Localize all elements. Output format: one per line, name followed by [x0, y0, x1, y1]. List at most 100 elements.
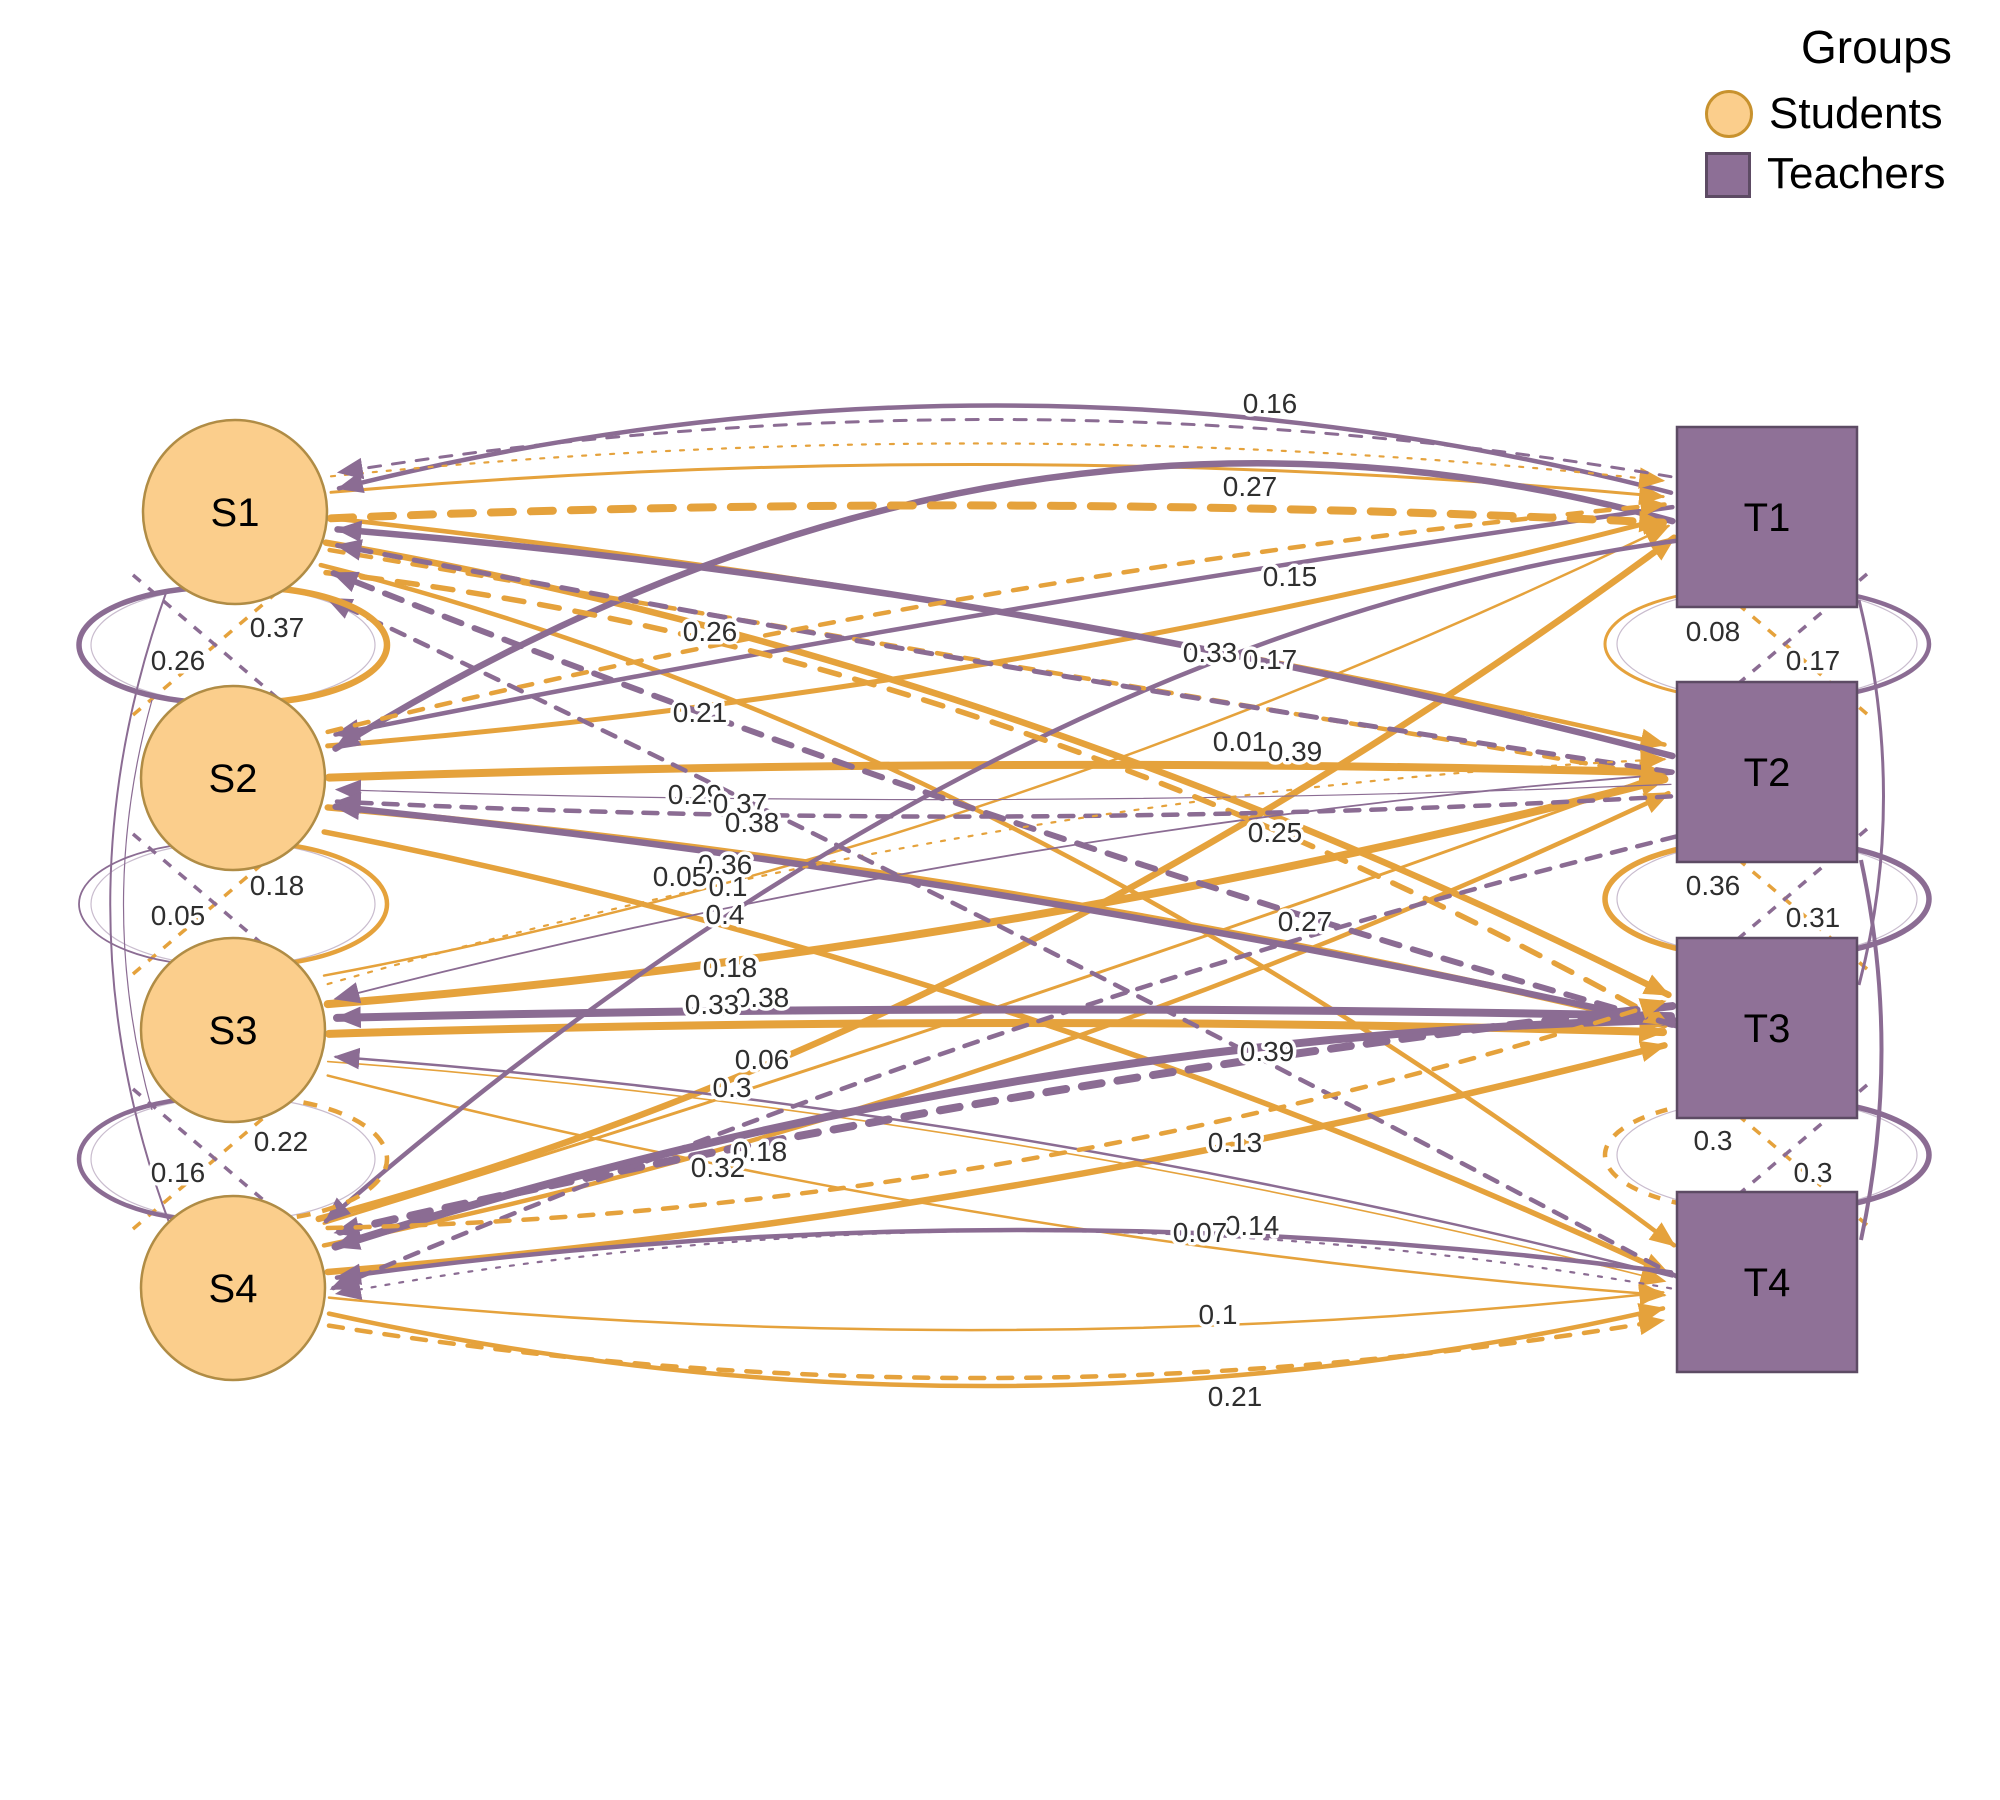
edge-weight-label: 0.27 [1223, 471, 1278, 502]
edge-weight-label: 0.1 [709, 871, 748, 902]
loop-dashed-edge [131, 1095, 290, 1231]
node-square-T3[interactable] [1675, 936, 1859, 1120]
edge-T1-S4 [323, 537, 1684, 1224]
node-T1[interactable]: T1 [1675, 425, 1859, 609]
edge-S1-T3 [323, 569, 1672, 1028]
edge-weight-label: 0.16 [1243, 388, 1298, 419]
edge-weight-label: 0.13 [1208, 1127, 1263, 1158]
edge-weight-label: 0.36 [1686, 870, 1741, 901]
node-T2[interactable]: T2 [1675, 680, 1859, 864]
edge-T3-S2 [332, 798, 1676, 1028]
node-label-T2: T2 [1744, 751, 1791, 795]
node-square-T4[interactable] [1675, 1190, 1859, 1374]
loop-edge [76, 584, 224, 714]
legend-item-students: Students [1705, 89, 1952, 139]
edge-weight-label: 0.3 [1794, 1157, 1833, 1188]
teachers-square-icon [1705, 151, 1751, 198]
edge-weight-label: 0.37 [713, 788, 768, 819]
loop-dashed-edge [131, 1087, 290, 1223]
side-arc [122, 699, 153, 1111]
legend-item-label: Teachers [1767, 149, 1946, 199]
edge-S3-T2 [326, 749, 1667, 986]
edge-S4-T1 [315, 534, 1678, 1223]
edge-T4-S1 [325, 596, 1684, 1282]
loop-edge [242, 831, 390, 969]
node-square-T1[interactable] [1675, 425, 1859, 609]
edge-T2-S4 [329, 834, 1679, 1292]
loop-edge [242, 576, 391, 707]
node-circle-S4[interactable] [139, 1194, 327, 1382]
edge-S3-T2 [323, 774, 1669, 1009]
edge-S4-T2 [321, 790, 1671, 1248]
side-arc [109, 589, 171, 1226]
edge-S1-T1 [329, 442, 1666, 489]
students-circle-icon [1705, 90, 1753, 139]
edge-weight-label: 0.22 [254, 1126, 309, 1157]
edge-S1-T1 [326, 501, 1667, 533]
edge-weight-label: 0.39 [1268, 736, 1323, 767]
edge-weight-label: 0.18 [733, 1136, 788, 1167]
node-label-S1: S1 [211, 491, 260, 535]
node-S2[interactable]: S2 [139, 684, 327, 872]
node-label-S3: S3 [209, 1009, 258, 1053]
edge-weight-label: 0.31 [1786, 902, 1841, 933]
legend-item-label: Students [1769, 89, 1943, 138]
edge-T1-S2 [332, 460, 1676, 752]
edge-weight-label: 0.06 [735, 1044, 790, 1075]
node-circle-S2[interactable] [139, 684, 327, 872]
legend-title: Groups [1801, 21, 1952, 73]
node-S4[interactable]: S4 [139, 1194, 327, 1382]
node-S1[interactable]: S1 [141, 418, 329, 606]
edge-T1-S1 [336, 417, 1673, 480]
node-circle-S3[interactable] [139, 936, 327, 1124]
edge-weight-label: 0.33 [685, 989, 740, 1020]
edge-T2-S1 [334, 520, 1676, 760]
edge-weight-label: 0.36 [698, 849, 753, 880]
edge-weight-label: 0.26 [151, 645, 206, 676]
edge-S4-T3 [325, 998, 1667, 1231]
node-label-S4: S4 [209, 1267, 258, 1311]
edge-weight-label: 0.25 [1248, 817, 1303, 848]
edge-weight-label: 0.21 [673, 697, 728, 728]
edge-T3-S3 [333, 1005, 1675, 1029]
edge-weight-label: 0.21 [1208, 1381, 1263, 1412]
edge-weight-label: 0.18 [703, 952, 758, 983]
edge-weight-label: 0.38 [725, 807, 780, 838]
edge-S2-T1 [325, 495, 1667, 735]
legend-item-teachers: Teachers [1705, 149, 1952, 199]
node-label-T3: T3 [1744, 1007, 1791, 1051]
edge-weight-label: 0.16 [151, 1157, 206, 1188]
node-label-T4: T4 [1744, 1261, 1791, 1305]
edge-weight-label: 0.26 [683, 616, 738, 647]
edge-S1-T2 [327, 547, 1667, 784]
node-square-T2[interactable] [1675, 680, 1859, 864]
loop-edge [242, 1086, 390, 1224]
edge-weight-label: 0.07 [1173, 1217, 1228, 1248]
edge-weight-label: 0.3 [1694, 1125, 1733, 1156]
node-label-S2: S2 [209, 757, 258, 801]
node-T4[interactable]: T4 [1675, 1190, 1859, 1374]
edge-weight-label: 0.39 [1240, 1036, 1295, 1067]
loop-edge [78, 841, 224, 977]
edge-S3-T4 [326, 1060, 1667, 1286]
node-S3[interactable]: S3 [139, 936, 327, 1124]
node-label-T1: T1 [1744, 496, 1791, 540]
edge-weight-label: 0.29 [668, 779, 723, 810]
node-T3[interactable]: T3 [1675, 936, 1859, 1120]
edge-weight-label: 0.38 [735, 982, 790, 1013]
edge-weight-label: 0.4 [706, 899, 745, 930]
edge-weight-label: 0.17 [1243, 644, 1298, 675]
loop-edge [76, 1094, 224, 1232]
edge-S3-T4 [326, 1074, 1667, 1305]
edge-weight-label: 0.15 [1263, 561, 1318, 592]
edge-T4-S3 [333, 1047, 1674, 1278]
edge-weight-label: 0.17 [1786, 645, 1841, 676]
edge-weight-label: 0.05 [653, 861, 708, 892]
edge-T3-S1 [330, 570, 1680, 1029]
edge-S1-T4 [318, 562, 1677, 1248]
edge-weight-label: 0.18 [250, 870, 305, 901]
node-circle-S1[interactable] [141, 418, 329, 606]
edge-weight-label: 0.27 [1278, 906, 1333, 937]
